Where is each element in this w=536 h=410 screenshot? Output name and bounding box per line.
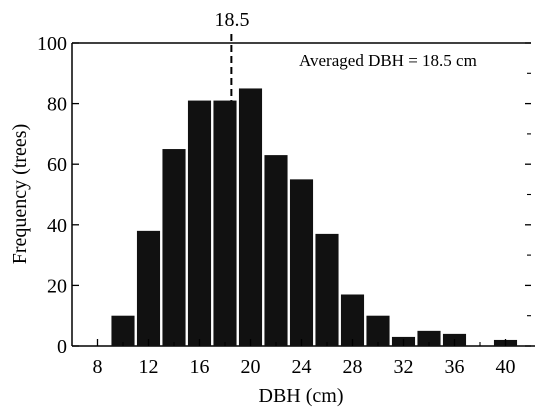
x-tick-label-12: 12 [139, 356, 159, 378]
x-tick-label-16: 16 [190, 356, 210, 378]
bar-30 [366, 315, 390, 346]
right-ticks [525, 42, 531, 347]
bar-14 [162, 149, 186, 346]
x-tick-label-8: 8 [93, 356, 103, 378]
bar-10 [111, 315, 135, 346]
bar-18 [213, 100, 237, 346]
y-tick-label-40: 40 [47, 215, 67, 237]
x-axis: 8 12 16 20 24 28 32 36 40 [93, 339, 516, 378]
mean-label: 18.5 [215, 9, 250, 31]
y-tick-label-80: 80 [47, 94, 67, 116]
bar-20 [238, 88, 263, 346]
x-tick-label-20: 20 [241, 356, 261, 378]
x-tick-label-24: 24 [292, 356, 312, 378]
y-axis-label: Frequency (trees) [9, 124, 31, 265]
y-tick-label-60: 60 [47, 154, 67, 176]
bar-22 [264, 155, 288, 346]
y-tick-label-0: 0 [57, 336, 67, 358]
bar-34 [417, 330, 441, 346]
bar-24 [289, 179, 314, 346]
bar-16 [187, 100, 212, 346]
x-tick-label-28: 28 [343, 356, 363, 378]
annotation-text: Averaged DBH = 18.5 cm [299, 51, 477, 70]
bars [111, 88, 518, 346]
y-tick-label-20: 20 [47, 275, 67, 297]
y-axis: 0 20 40 60 80 100 [37, 33, 79, 358]
bar-12 [136, 230, 161, 346]
x-axis-label: DBH (cm) [259, 385, 344, 407]
x-tick-label-32: 32 [394, 356, 414, 378]
y-tick-label-100: 100 [37, 33, 67, 55]
bar-26 [315, 233, 339, 346]
x-tick-label-36: 36 [445, 356, 465, 378]
x-tick-label-40: 40 [496, 356, 516, 378]
bar-28 [340, 294, 365, 346]
